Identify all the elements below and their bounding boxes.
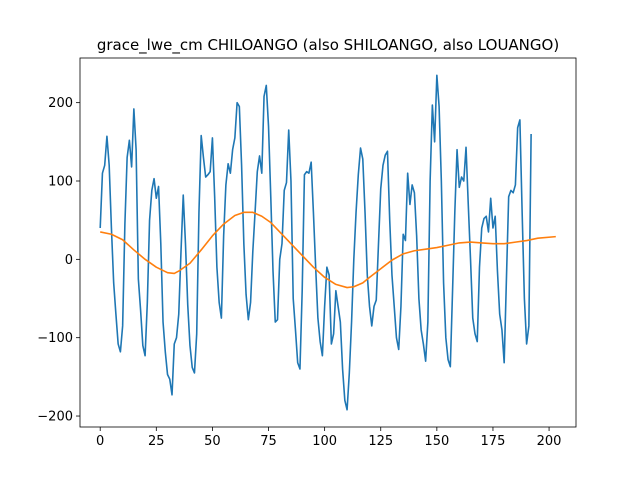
y-tick-label: −100 <box>37 331 73 346</box>
x-tick-label: 175 <box>481 434 506 449</box>
y-tick-label: 0 <box>65 253 73 268</box>
x-tick-label: 125 <box>368 434 393 449</box>
x-tick-label: 50 <box>204 434 221 449</box>
y-tick-label: −200 <box>37 410 73 425</box>
x-tick-label: 0 <box>96 434 104 449</box>
plot-frame <box>79 57 577 428</box>
x-tick-label: 25 <box>148 434 165 449</box>
x-tick-label: 75 <box>260 434 277 449</box>
y-tick-label: 100 <box>48 175 73 190</box>
x-tick-label: 150 <box>424 434 449 449</box>
x-tick-label: 200 <box>537 434 562 449</box>
x-tick-label: 100 <box>312 434 337 449</box>
y-tick-label: 200 <box>48 96 73 111</box>
series-line-1 <box>100 211 556 289</box>
chart-title: grace_lwe_cm CHILOANGO (also SHILOANGO, … <box>97 36 559 55</box>
series-line-0 <box>99 74 532 411</box>
